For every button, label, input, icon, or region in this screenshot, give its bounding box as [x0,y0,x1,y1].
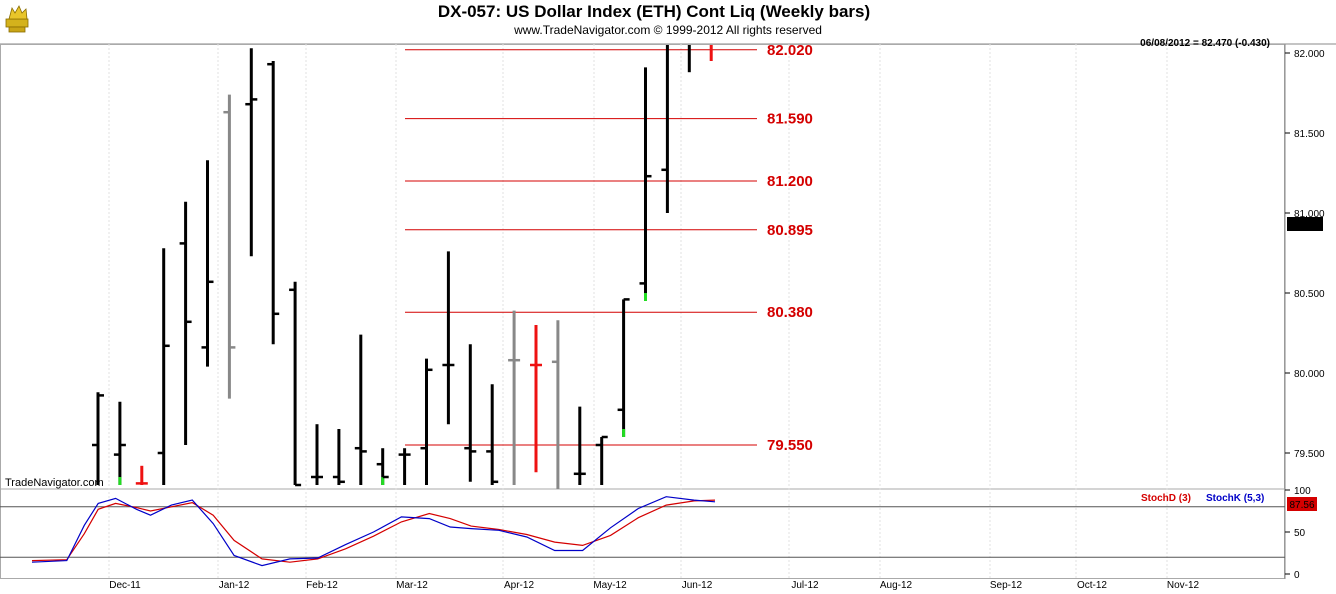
ohlc-bar [486,384,499,485]
time-tick-label: Mar-12 [396,580,428,591]
stoch-k-legend: StochK (5,3) [1206,493,1264,504]
price-tick-label: 82.000 [1294,49,1325,60]
ohlc-bar [135,465,148,485]
ohlc-bar [354,334,367,485]
price-bars [92,45,713,489]
chart-title: DX-057: US Dollar Index (ETH) Cont Liq (… [438,2,870,21]
stoch-tick-label: 50 [1294,528,1306,539]
ohlc-bar [113,401,126,485]
time-tick-label: Apr-12 [504,580,534,591]
stoch-tick-label: 100 [1294,486,1311,497]
level-label: 81.590 [767,111,813,128]
ohlc-bar [179,201,192,445]
ohlc-bar [573,406,586,485]
ohlc-bar [201,160,214,367]
time-axis: Dec-11 Jan-12 Feb-12 Mar-12 Apr-12 May-12 Jun-… [109,580,1199,591]
time-tick-label: Dec-11 [109,580,141,591]
time-tick-label: Oct-12 [1077,580,1107,591]
chart-subtitle: www.TradeNavigator.com © 1999-2012 All r… [513,23,822,37]
price-tick-label: 80.000 [1294,369,1325,380]
time-gridlines [108,44,1168,579]
stoch-tick-label: 0 [1294,570,1300,581]
price-tick-label: 81.500 [1294,129,1325,140]
stoch-d-legend: StochD (3) [1141,493,1191,504]
ohlc-bar [398,448,411,485]
ohlc-bar [267,61,280,345]
level-label: 79.550 [767,437,813,454]
ohlc-bar [442,251,455,425]
ohlc-bar [223,94,236,399]
time-tick-label: Jul-12 [791,580,819,591]
level-label: 80.380 [767,304,813,321]
time-tick-label: Jan-12 [219,580,250,591]
ohlc-bar [530,325,542,473]
ohlc-bar [617,298,630,437]
info-readout: 06/08/2012 = 82.470 (-0.430) [1140,38,1270,49]
ohlc-bar [661,45,669,213]
ohlc-bar [311,424,323,485]
ohlc-bar [464,344,477,482]
ohlc-bar [157,248,170,485]
ohlc-bar [639,67,652,301]
stoch-last-value: 87.56 [1289,500,1314,511]
ohlc-bar [420,358,433,485]
time-tick-label: Nov-12 [1167,580,1200,591]
bull-logo-icon [5,5,29,33]
level-label: 82.020 [767,42,813,59]
ohlc-bar [245,48,258,257]
ohlc-bar [332,429,345,485]
last-price-label: 82.470 [1290,220,1321,231]
stochastic-panel: 0 50 100 [0,486,1311,581]
time-tick-label: Feb-12 [306,580,338,591]
price-tick-label: 81.000 [1294,209,1325,220]
time-tick-label: Sep-12 [990,580,1023,591]
ohlc-bar [92,392,104,485]
support-resistance-levels: 84.68584.54084.23584.20083.77083.60582.0… [405,42,813,454]
time-tick-label: Aug-12 [880,580,913,591]
last-price-tag: 82.470 [1287,217,1323,231]
ohlc-bar [289,281,302,487]
watermark: TradeNavigator.com [5,477,104,489]
price-tick-label: 80.500 [1294,289,1325,300]
level-label: 80.895 [767,222,813,239]
level-label: 81.200 [767,173,813,190]
time-tick-label: May-12 [593,580,627,591]
ohlc-bar [595,435,608,485]
ohlc-bar [508,310,521,485]
time-tick-label: Jun-12 [682,580,713,591]
stoch-value-tag: 87.56 [1287,497,1317,511]
ohlc-bar [376,448,389,485]
stoch-k-line [31,496,716,567]
ohlc-bar [551,320,560,489]
price-tick-label: 79.500 [1294,449,1325,460]
price-axis: 79.50080.00080.50081.00081.50082.00082.5… [1285,49,1325,460]
